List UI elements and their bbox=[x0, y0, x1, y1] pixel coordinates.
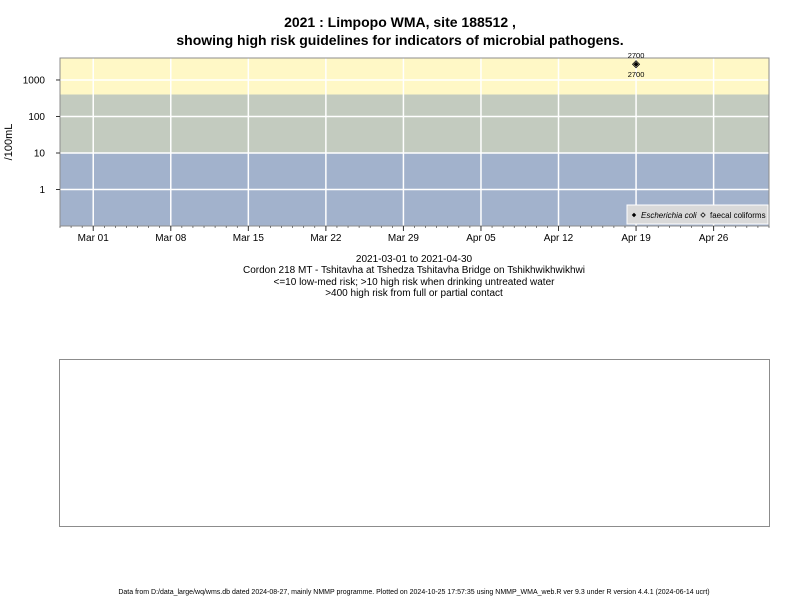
chart-title: 2021 : Limpopo WMA, site 188512 , bbox=[284, 14, 516, 30]
x-tick-label: Mar 08 bbox=[155, 233, 187, 244]
x-tick-label: Mar 01 bbox=[78, 233, 110, 244]
data-label-ecoli: 2700 bbox=[628, 70, 645, 79]
chart-subtitle: showing high risk guidelines for indicat… bbox=[176, 32, 624, 48]
chart-panel: 1 10 100 1000 Mar 01 Mar 08 Mar 15 Mar 22 Mar 29… bbox=[3, 51, 770, 244]
y-tick-label: 1 bbox=[39, 185, 45, 196]
data-label-faecal-coliforms: 2700 bbox=[628, 51, 645, 60]
caption-high-risk: >400 high risk from full or partial cont… bbox=[325, 288, 503, 299]
risk-band-1 bbox=[60, 94, 769, 153]
x-tick-label: Apr 19 bbox=[621, 233, 651, 244]
x-tick-label: Apr 05 bbox=[466, 233, 496, 244]
x-tick-label: Mar 22 bbox=[310, 233, 342, 244]
x-tick-label: Mar 15 bbox=[233, 233, 265, 244]
legend-marker-faecal-coliforms bbox=[700, 212, 706, 218]
legend-box bbox=[626, 204, 769, 225]
data-point-ecoli bbox=[633, 61, 639, 67]
caption-low-risk: <=10 low-med risk; >10 high risk when dr… bbox=[273, 277, 555, 288]
caption-date-range: 2021-03-01 to 2021-04-30 bbox=[355, 254, 473, 265]
y-tick-label: 1000 bbox=[23, 75, 46, 86]
y-tick-label: 100 bbox=[28, 112, 45, 123]
y-axis-label: /100mL bbox=[3, 124, 15, 161]
caption-site: Cordon 218 MT - Tshitavha at Tshedza Tsh… bbox=[242, 265, 586, 276]
legend-marker-ecoli bbox=[631, 212, 637, 218]
legend-label-faecal-coliforms: faecal coliforms bbox=[710, 211, 766, 220]
data-point-faecal-coliforms bbox=[631, 60, 641, 69]
legend-label-ecoli: Escherichia coli bbox=[641, 211, 697, 220]
footer-note: Data from D:/data_large/wq/wms.db dated … bbox=[118, 589, 710, 596]
x-tick-label: Apr 12 bbox=[544, 233, 574, 244]
y-tick-label: 10 bbox=[34, 148, 46, 159]
risk-band-2 bbox=[60, 58, 769, 95]
x-tick-label: Mar 29 bbox=[388, 233, 420, 244]
empty-plot-panel bbox=[59, 359, 770, 527]
x-tick-label: Apr 26 bbox=[699, 233, 729, 244]
